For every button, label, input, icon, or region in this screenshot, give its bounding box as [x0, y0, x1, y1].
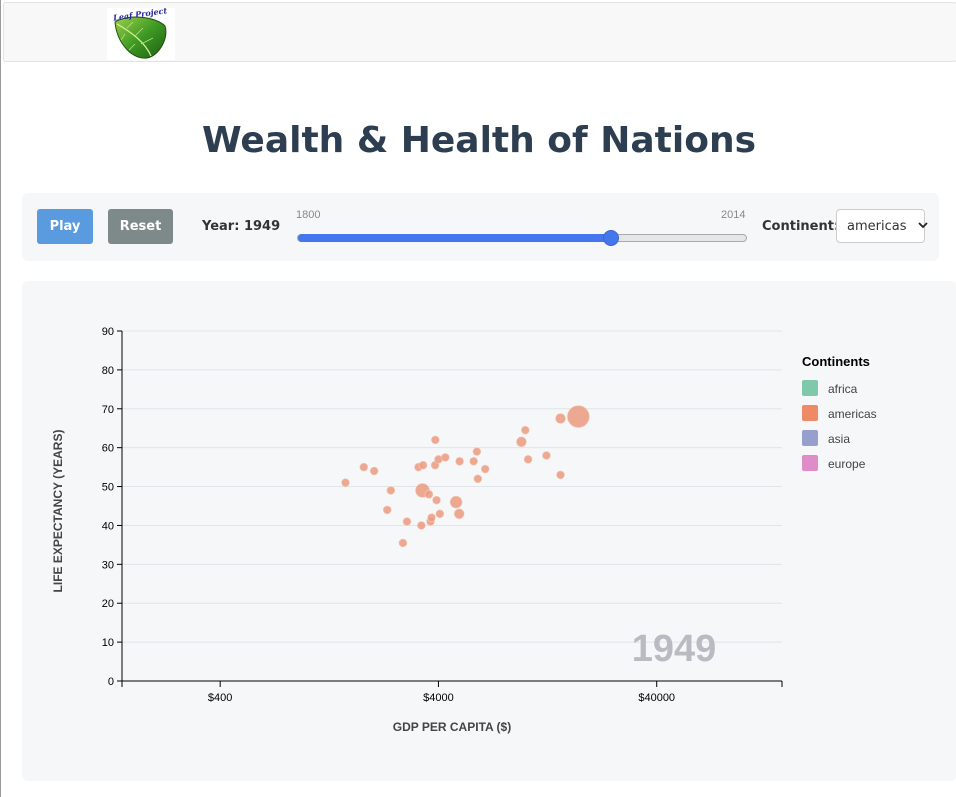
legend: Continents africa americas asia europe [802, 354, 877, 471]
y-tick-label: 90 [102, 326, 114, 338]
slider-max-label: 2014 [721, 209, 746, 221]
chart-panel: 1949 0 10 20 30 40 50 60 70 80 90 $400 $4000 $40000 … [22, 281, 956, 781]
year-label: Year: 1949 [202, 219, 281, 234]
data-point [520, 425, 530, 435]
legend-label: americas [828, 407, 877, 421]
data-point [472, 447, 482, 456]
continent-select[interactable]: americas [836, 209, 928, 243]
data-point [440, 453, 450, 462]
data-point [424, 490, 434, 499]
y-tick-label: 60 [102, 443, 114, 455]
axes: 0 10 20 30 40 50 60 70 80 90 $400 $4000 $40000 [102, 326, 783, 704]
page-title: Wealth & Health of Nations [201, 120, 756, 161]
y-tick-label: 20 [102, 598, 114, 610]
year-watermark: 1949 [632, 628, 717, 670]
data-point [455, 456, 464, 466]
y-tick-label: 50 [102, 482, 114, 494]
legend-swatch [802, 380, 818, 396]
continent-select-value: americas [847, 218, 907, 234]
slider-min-label: 1800 [296, 209, 321, 221]
data-point [418, 460, 428, 470]
legend-label: africa [828, 382, 858, 396]
reset-button[interactable]: Reset [108, 209, 173, 244]
data-point [382, 505, 392, 515]
data-point [516, 436, 527, 448]
data-point [359, 462, 369, 472]
data-point [480, 464, 490, 474]
x-tick-label: $400 [208, 692, 232, 704]
data-point [431, 435, 440, 445]
legend-label: asia [828, 432, 850, 446]
data-point [555, 413, 566, 424]
data-point [435, 509, 445, 519]
leaf-logo-icon [114, 16, 167, 59]
y-tick-label: 30 [102, 559, 114, 571]
data-point [427, 513, 436, 522]
data-point [432, 495, 441, 505]
data-point [453, 508, 465, 520]
navbar: Leaf Project [3, 2, 956, 62]
y-tick-label: 80 [102, 365, 114, 377]
y-axis-label: LIFE EXPECTANCY (YEARS) [51, 430, 65, 593]
legend-swatch [802, 455, 818, 471]
legend-swatch [802, 430, 818, 446]
data-point [398, 538, 408, 548]
grid-lines [122, 330, 782, 643]
data-point [523, 455, 533, 464]
year-slider[interactable] [297, 230, 747, 246]
x-axis-label: GDP PER CAPITA ($) [393, 720, 511, 734]
data-points [341, 405, 590, 548]
data-point [402, 517, 412, 526]
data-point [542, 451, 551, 460]
data-point [369, 466, 379, 476]
y-tick-label: 0 [108, 676, 114, 688]
y-tick-label: 10 [102, 637, 114, 649]
data-point [556, 470, 565, 480]
year-slider-fill [298, 234, 612, 242]
legend-title: Continents [802, 354, 870, 369]
data-point [417, 521, 426, 530]
y-tick-label: 70 [102, 404, 114, 416]
data-point [469, 456, 478, 466]
x-tick-label: $40000 [638, 692, 675, 704]
data-point [341, 478, 350, 487]
legend-label: europe [828, 457, 866, 471]
x-tick-label: $4000 [423, 692, 454, 704]
play-button[interactable]: Play [37, 209, 93, 244]
leaf-logo[interactable]: Leaf Project [107, 5, 175, 60]
controls-bar: Play Reset Year: 1949 1800 2014 Continen… [22, 193, 939, 261]
data-point [386, 486, 396, 495]
data-point [449, 495, 463, 509]
legend-swatch [802, 405, 818, 421]
y-tick-label: 40 [102, 520, 114, 532]
year-slider-thumb[interactable] [603, 230, 620, 246]
data-point [567, 405, 590, 428]
continent-label: Continent: [762, 219, 840, 234]
data-point [473, 474, 483, 484]
